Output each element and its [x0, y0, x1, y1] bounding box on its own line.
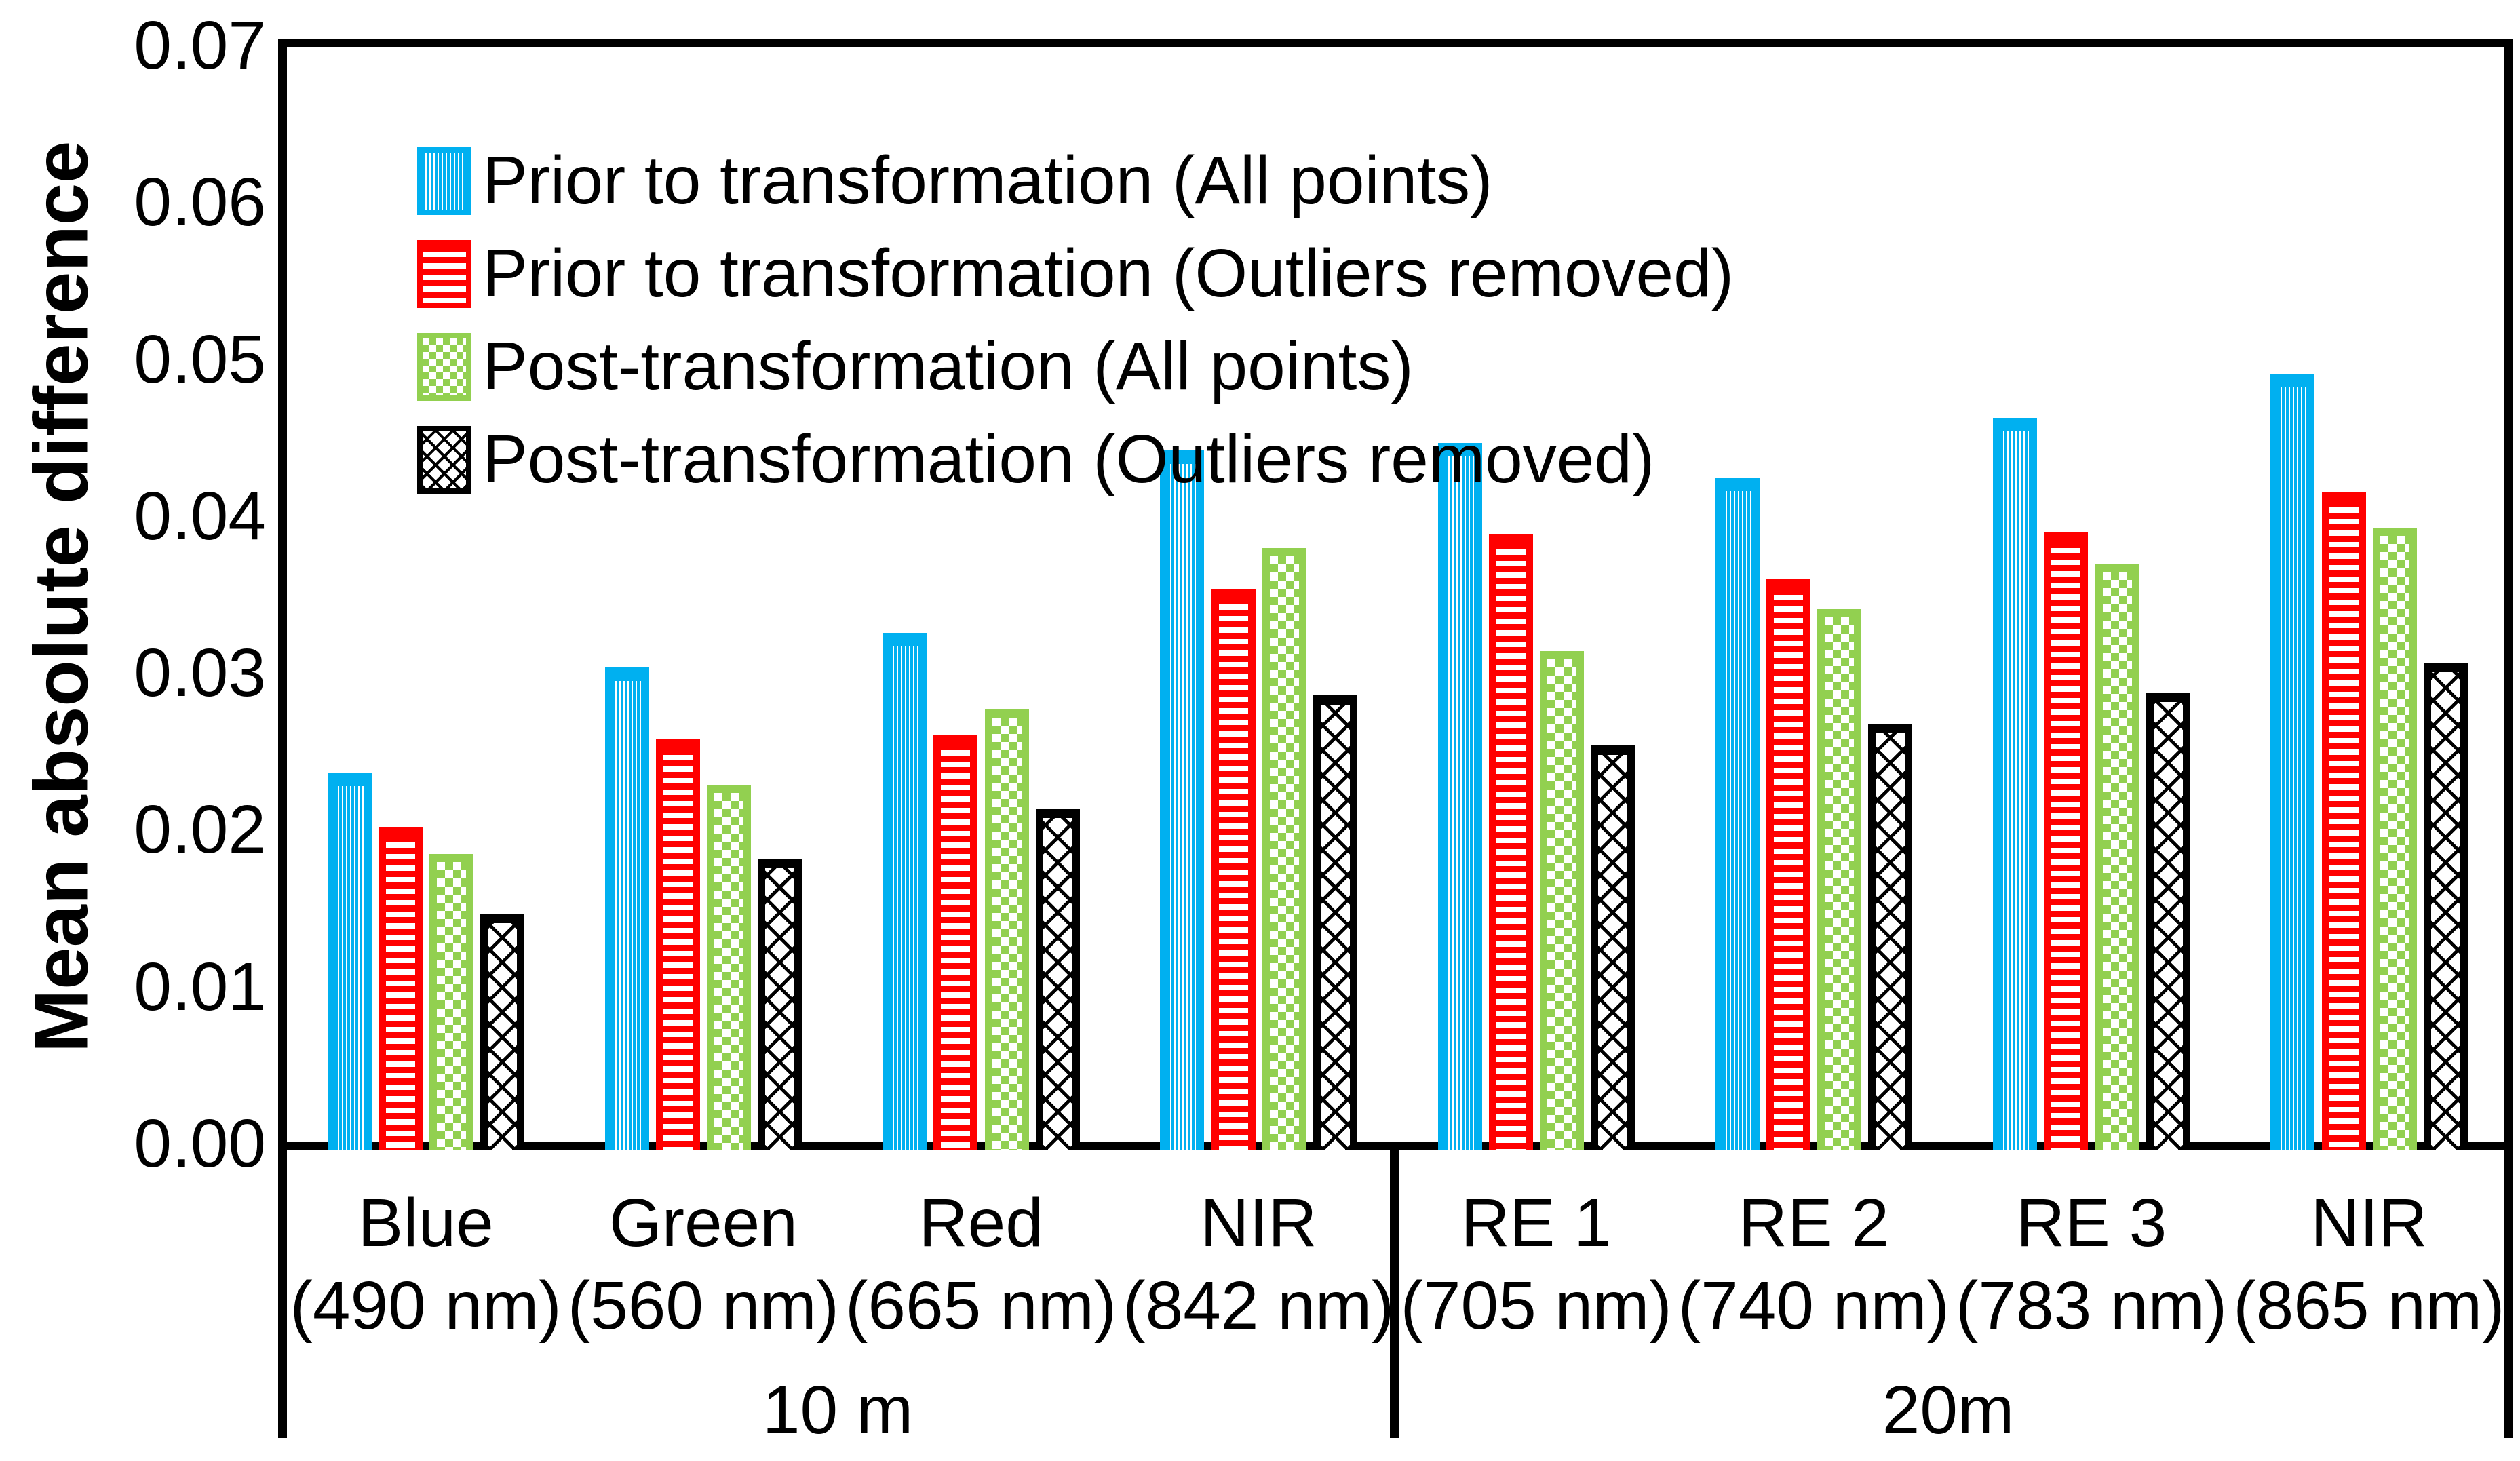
bar-diagonal-crosshatch-0	[480, 913, 525, 1150]
legend-label: Prior to transformation (All points)	[482, 142, 1493, 218]
y-tick-label: 0.04	[134, 478, 266, 555]
bar-checkerboard-1	[707, 785, 752, 1150]
legend-swatch-icon	[417, 425, 471, 494]
y-tick-label: 0.00	[134, 1106, 266, 1182]
bar-horizontal-stripes-1	[656, 739, 701, 1150]
category-band-name: NIR	[1200, 1185, 1317, 1261]
category-band-name: Green	[608, 1185, 798, 1261]
bar-diagonal-crosshatch-5	[1868, 723, 1913, 1150]
bar-checkerboard-4	[1540, 651, 1584, 1150]
category-label: Red (665 nm)	[842, 1182, 1120, 1347]
category-band-name: RE 1	[1460, 1185, 1612, 1261]
bar-diagonal-crosshatch-2	[1035, 808, 1080, 1150]
y-tick-label: 0.07	[134, 7, 266, 84]
bar-checkerboard-2	[984, 709, 1029, 1150]
category-axis-separator	[278, 1142, 287, 1438]
legend-item: Prior to transformation (All points)	[417, 134, 1734, 227]
y-tick-label: 0.01	[134, 948, 266, 1025]
y-tick-label: 0.02	[134, 792, 266, 868]
category-label: Green (560 nm)	[564, 1182, 842, 1347]
bar-checkerboard-3	[1262, 547, 1306, 1150]
plot-area-border	[278, 39, 2513, 1142]
category-band-name: RE 2	[1738, 1185, 1890, 1261]
category-label: NIR (865 nm)	[2230, 1182, 2508, 1347]
bar-vertical-stripes-1	[604, 667, 649, 1150]
category-label: RE 3 (783 nm)	[1953, 1182, 2230, 1347]
bar-diagonal-crosshatch-1	[758, 858, 802, 1150]
bar-vertical-stripes-0	[327, 772, 372, 1150]
category-wavelength: (490 nm)	[290, 1268, 562, 1344]
legend-label: Prior to transformation (Outliers remove…	[482, 235, 1734, 311]
bar-horizontal-stripes-2	[933, 735, 978, 1150]
category-axis-separator	[1390, 1142, 1399, 1438]
category-band-name: Blue	[357, 1185, 494, 1261]
bar-vertical-stripes-4	[1437, 442, 1482, 1150]
bar-diagonal-crosshatch-7	[2423, 662, 2468, 1150]
bar-horizontal-stripes-4	[1488, 533, 1533, 1150]
legend: Prior to transformation (All points) Prio…	[417, 134, 1734, 506]
bar-checkerboard-7	[2372, 527, 2417, 1150]
category-axis-separator	[2504, 1142, 2513, 1438]
bar-vertical-stripes-3	[1160, 450, 1205, 1150]
bar-horizontal-stripes-6	[2044, 532, 2089, 1150]
category-wavelength: (665 nm)	[845, 1268, 1117, 1344]
bar-horizontal-stripes-0	[378, 827, 423, 1150]
bar-checkerboard-0	[429, 853, 473, 1150]
legend-swatch-icon	[417, 332, 471, 401]
legend-swatch-icon	[417, 239, 471, 308]
category-wavelength: (783 nm)	[1956, 1268, 2228, 1344]
bar-vertical-stripes-7	[2270, 374, 2315, 1150]
category-wavelength: (740 nm)	[1678, 1268, 1950, 1344]
bar-vertical-stripes-6	[1993, 417, 2038, 1150]
bar-checkerboard-5	[1817, 609, 1862, 1150]
legend-label: Post-transformation (All points)	[482, 328, 1414, 404]
bar-horizontal-stripes-3	[1211, 588, 1256, 1150]
category-band-name: Red	[918, 1185, 1043, 1261]
category-label: NIR (842 nm)	[1120, 1182, 1397, 1347]
category-band-name: RE 3	[2015, 1185, 2167, 1261]
bar-diagonal-crosshatch-3	[1313, 695, 1357, 1150]
category-label: Blue (490 nm)	[287, 1182, 564, 1347]
y-tick-label: 0.05	[134, 321, 266, 397]
bar-vertical-stripes-5	[1715, 477, 1760, 1150]
legend-item: Post-transformation (All points)	[417, 320, 1734, 413]
y-tick-label: 0.03	[134, 635, 266, 712]
legend-swatch-icon	[417, 147, 471, 215]
category-wavelength: (560 nm)	[567, 1268, 839, 1344]
group-label: 20m	[1882, 1372, 2015, 1448]
bar-diagonal-crosshatch-6	[2146, 692, 2190, 1150]
y-tick-label: 0.06	[134, 164, 266, 241]
bar-diagonal-crosshatch-4	[1591, 745, 1635, 1150]
group-label: 10 m	[762, 1372, 914, 1448]
bar-checkerboard-6	[2095, 563, 2139, 1150]
bar-horizontal-stripes-7	[2321, 491, 2366, 1150]
category-label: RE 2 (740 nm)	[1675, 1182, 1952, 1347]
legend-item: Post-transformation (Outliers removed)	[417, 413, 1734, 506]
bar-horizontal-stripes-5	[1766, 579, 1811, 1150]
category-label: RE 1 (705 nm)	[1397, 1182, 1675, 1347]
category-wavelength: (865 nm)	[2233, 1268, 2505, 1344]
legend-item: Prior to transformation (Outliers remove…	[417, 227, 1734, 320]
legend-label: Post-transformation (Outliers removed)	[482, 421, 1655, 497]
category-wavelength: (842 nm)	[1123, 1268, 1395, 1344]
category-band-name: NIR	[2310, 1185, 2428, 1261]
category-wavelength: (705 nm)	[1400, 1268, 1672, 1344]
bar-vertical-stripes-2	[883, 632, 927, 1150]
